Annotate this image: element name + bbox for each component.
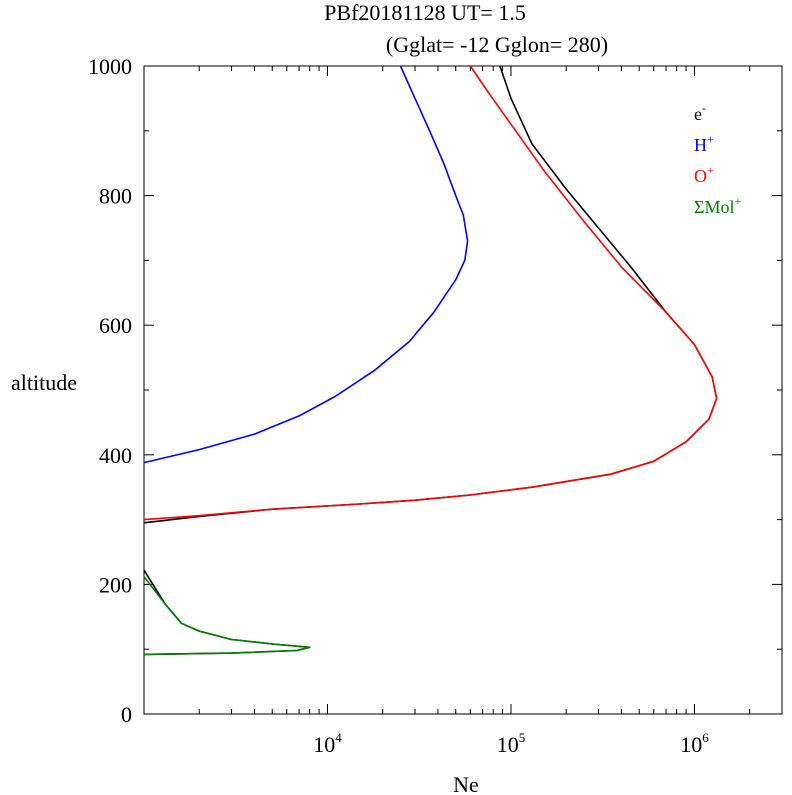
legend-entry: ΣMol+ [694,194,741,217]
y-tick-label: 600 [99,313,132,338]
series-lines [143,65,718,656]
chart-subtitle: (Gglat= -12 Gglon= 280) [386,32,608,57]
x-tick-label: 104 [313,730,342,757]
x-axis-label: Ne [453,772,479,795]
y-tick-label: 200 [99,572,132,597]
series-line-1 [143,65,469,464]
chart-title: PBf20181128 UT= 1.5 [324,0,526,25]
y-axis-label: altitude [11,370,77,395]
y-tick-label: 0 [121,702,132,727]
legend-entry: H+ [694,132,714,155]
plot-frame [143,65,783,715]
series-line-0 [143,569,311,656]
series-line-2 [143,65,718,521]
y-tick-label: 400 [99,443,132,468]
series-line-0 [143,65,718,524]
y-tick-label: 800 [99,184,132,209]
legend: e- H+ O+ ΣMol+ [694,101,741,217]
y-tick-label: 1000 [88,54,132,79]
legend-entry: O+ [694,163,714,186]
x-tick-label: 105 [497,730,525,757]
legend-entry: e- [694,101,706,124]
x-tick-label: 106 [680,730,709,757]
series-line-3 [143,576,311,656]
axis-ticks: 0 200 400 600 800 1000 104 105 106 [88,54,782,757]
